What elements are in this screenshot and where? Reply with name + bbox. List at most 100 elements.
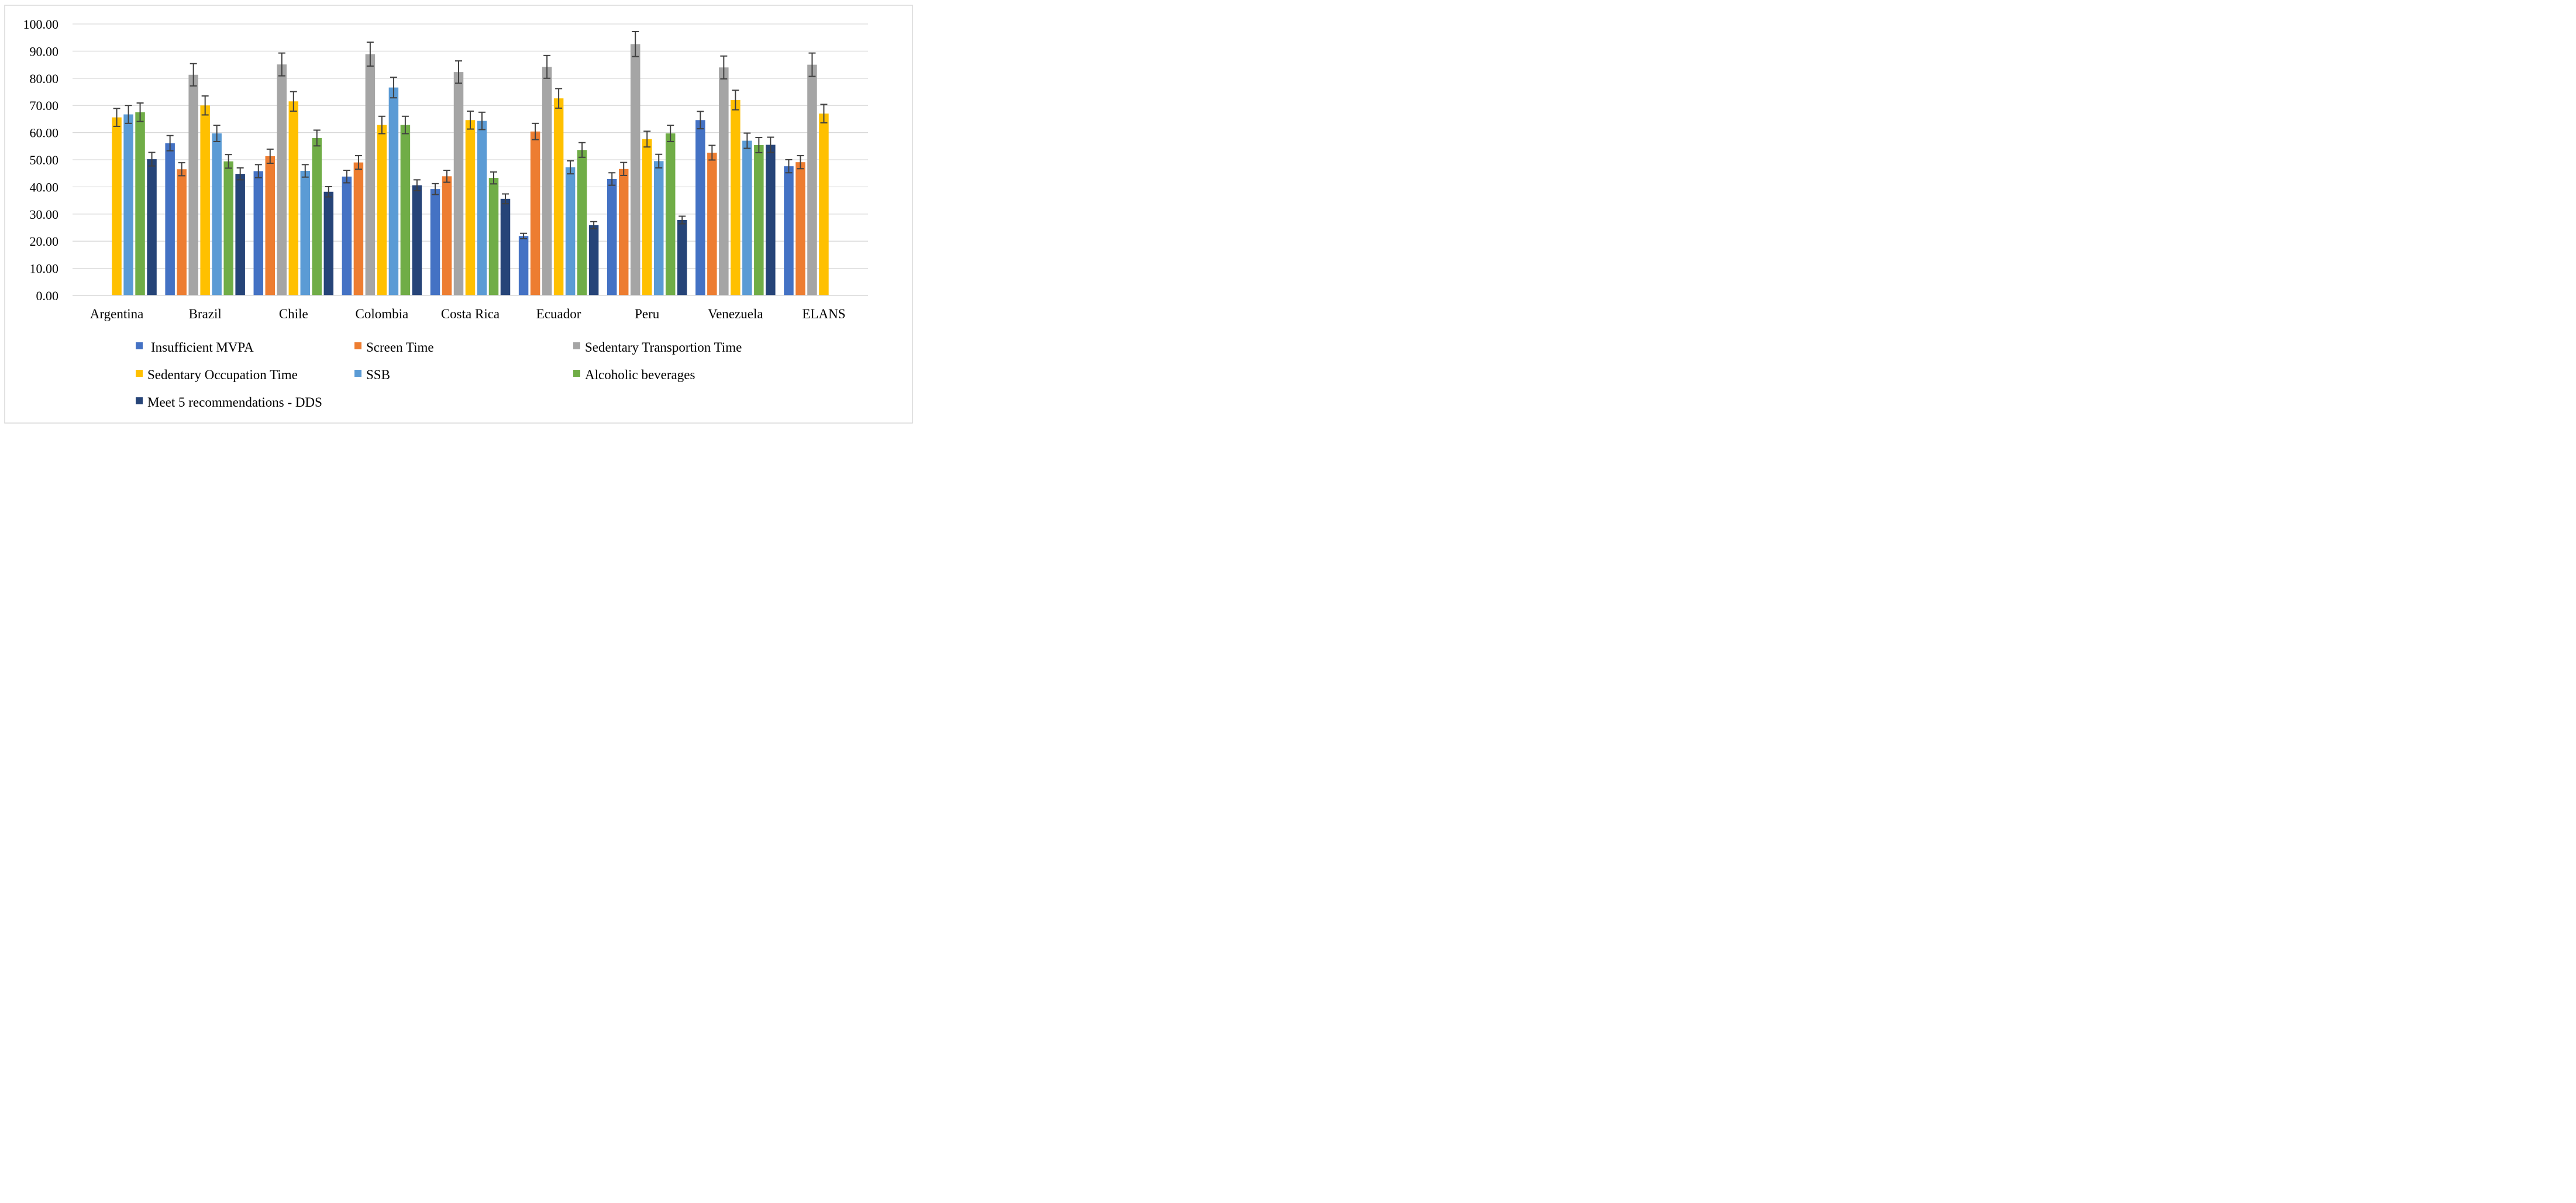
legend-item: Screen Time	[354, 340, 434, 355]
legend-swatch	[573, 342, 580, 349]
bars	[112, 44, 829, 296]
error-bar	[413, 179, 421, 191]
bar-ecuador-series-3	[553, 98, 564, 296]
error-bar	[655, 153, 663, 169]
y-tick-label: 10.00	[30, 262, 59, 276]
bar-ecuador-series-5	[577, 150, 587, 295]
error-bar	[178, 162, 185, 177]
bar-costa-rica-series-1	[442, 176, 452, 295]
error-bar	[136, 102, 144, 122]
bar-chile-series-6	[323, 191, 334, 295]
error-bar	[213, 125, 221, 142]
y-tick-label: 40.00	[30, 180, 59, 194]
error-bar	[643, 130, 651, 148]
error-bar	[697, 111, 704, 130]
bar-venezuela-series-5	[754, 145, 764, 295]
chart-container: 0.00 10.00 20.00 30.00 40.00 50.00 60.00 70.00 8…	[0, 0, 917, 428]
bar-costa-rica-series-4	[477, 121, 487, 295]
bar-ecuador-series-6	[588, 225, 599, 295]
error-bar	[555, 88, 563, 109]
bar-venezuela-series-4	[742, 140, 752, 295]
bar-ecuador-series-2	[542, 67, 552, 295]
bar-brazil-series-2	[188, 74, 198, 295]
legend-item: Sedentary Occupation Time	[136, 367, 298, 382]
bar-brazil-series-4	[212, 133, 222, 295]
bar-chile-series-0	[253, 171, 264, 295]
legend-swatch	[136, 397, 143, 404]
bar-argentina-series-4	[123, 114, 133, 295]
bar-chile-series-5	[312, 138, 322, 295]
error-bar	[455, 60, 462, 84]
error-bar	[590, 221, 598, 229]
error-bar	[443, 170, 450, 183]
error-bar	[401, 115, 409, 135]
bar-argentina-series-3	[112, 117, 122, 295]
legend-label: SSB	[366, 367, 390, 382]
error-bar	[225, 154, 232, 169]
bar-argentina-series-5	[135, 112, 145, 296]
legend-swatch	[354, 370, 361, 377]
x-category-label: Costa Rica	[441, 307, 500, 321]
error-bar	[236, 167, 244, 181]
bar-brazil-series-1	[177, 169, 187, 295]
error-bar	[679, 215, 686, 225]
legend-item: SSB	[354, 367, 390, 382]
y-tick-label: 0.00	[36, 288, 59, 303]
error-bar	[820, 104, 828, 123]
bar-peru-series-2	[630, 44, 640, 295]
error-bar	[797, 155, 804, 170]
y-tick-label: 60.00	[30, 126, 59, 140]
bar-brazil-series-0	[165, 143, 175, 296]
bar-brazil-series-6	[235, 174, 245, 295]
error-bar	[632, 30, 639, 57]
bar-chile-series-1	[265, 156, 275, 295]
error-bar	[667, 125, 674, 142]
error-bar	[254, 164, 262, 178]
bar-chile-series-4	[300, 171, 311, 295]
x-category-label: Ecuador	[536, 307, 581, 321]
error-bar	[148, 152, 156, 167]
error-bar	[366, 42, 374, 67]
error-bar	[608, 172, 616, 186]
legend-label: Insufficient MVPA	[151, 340, 254, 355]
y-tick-label: 30.00	[30, 207, 59, 222]
error-bar	[325, 185, 332, 198]
bar-chart: 0.00 10.00 20.00 30.00 40.00 50.00 60.00 70.00 8…	[4, 5, 913, 424]
bar-venezuela-series-0	[695, 120, 705, 296]
error-bar	[290, 91, 297, 112]
legend-label: Sedentary Transportion Time	[585, 340, 742, 355]
error-bar	[125, 105, 132, 124]
bar-colombia-series-5	[400, 125, 411, 295]
legend-swatch	[136, 370, 143, 377]
bar-colombia-series-0	[342, 176, 352, 295]
bar-venezuela-series-2	[719, 67, 729, 296]
legend-label: Alcoholic beverages	[585, 367, 695, 382]
error-bar	[743, 132, 751, 149]
legend-label: Meet 5 recommendations - DDS	[147, 395, 322, 410]
bar-venezuela-series-3	[731, 99, 741, 296]
error-bar	[190, 63, 197, 87]
error-bar	[708, 145, 716, 161]
legend-swatch	[573, 370, 580, 377]
legend-item: Sedentary Transportion Time	[573, 340, 742, 355]
bar-costa-rica-series-5	[488, 178, 499, 295]
error-bar	[785, 159, 793, 174]
bar-peru-series-1	[618, 169, 629, 295]
y-tick-label: 100.00	[23, 17, 59, 32]
bar-elans-series-3	[819, 114, 829, 295]
legend-swatch	[354, 342, 361, 349]
error-bar	[578, 142, 586, 158]
error-bar	[532, 122, 539, 140]
error-bar	[732, 90, 739, 111]
bar-ecuador-series-1	[530, 131, 540, 295]
bar-elans-series-0	[784, 166, 794, 295]
bar-brazil-series-5	[223, 161, 233, 295]
error-bar	[278, 52, 285, 77]
error-bar	[313, 129, 321, 147]
error-bar	[520, 232, 528, 240]
error-bar	[767, 136, 774, 153]
bar-elans-series-2	[807, 64, 817, 295]
bar-venezuela-series-6	[766, 145, 776, 296]
bar-ecuador-series-4	[565, 167, 576, 295]
y-tick-label: 90.00	[30, 44, 59, 59]
